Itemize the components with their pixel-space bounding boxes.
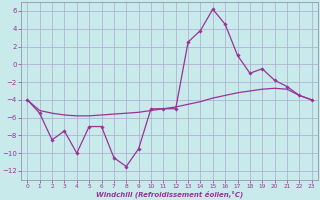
X-axis label: Windchill (Refroidissement éolien,°C): Windchill (Refroidissement éolien,°C) [96, 190, 243, 198]
